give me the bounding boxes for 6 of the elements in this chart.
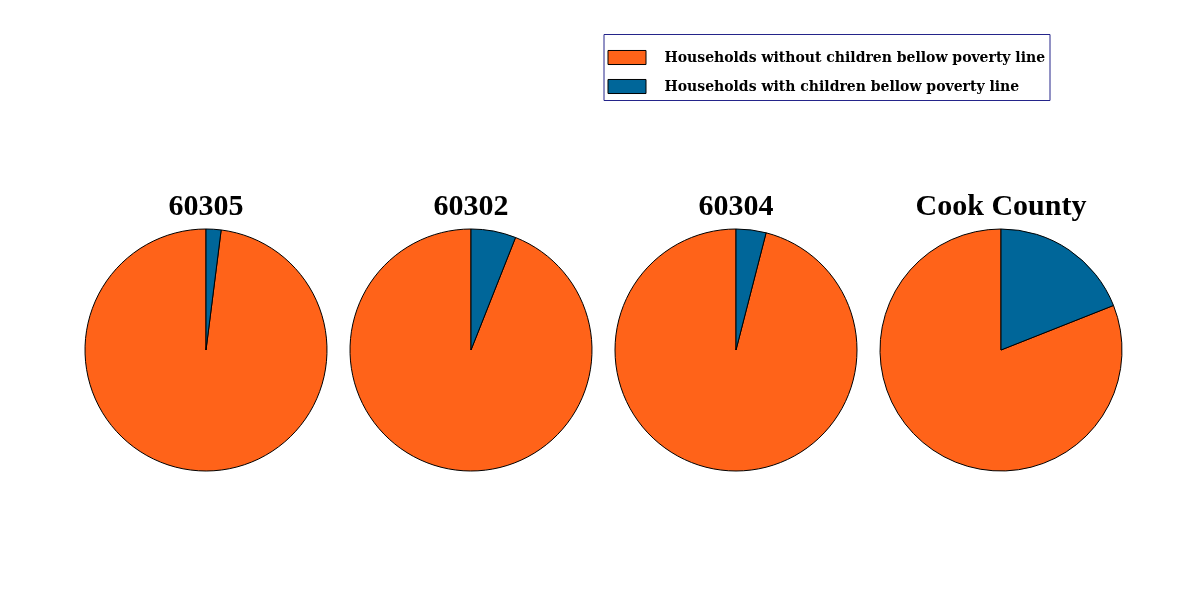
slice-label: 60302 (433, 188, 509, 221)
slice-label: 60304 (698, 188, 774, 221)
legend-label: Households without children bellow poverty line (664, 48, 1046, 65)
legend-label: Households with children bellow poverty line (664, 77, 1020, 94)
slice-label: Cook County (915, 188, 1087, 221)
slice-label: 60305 (168, 188, 244, 221)
